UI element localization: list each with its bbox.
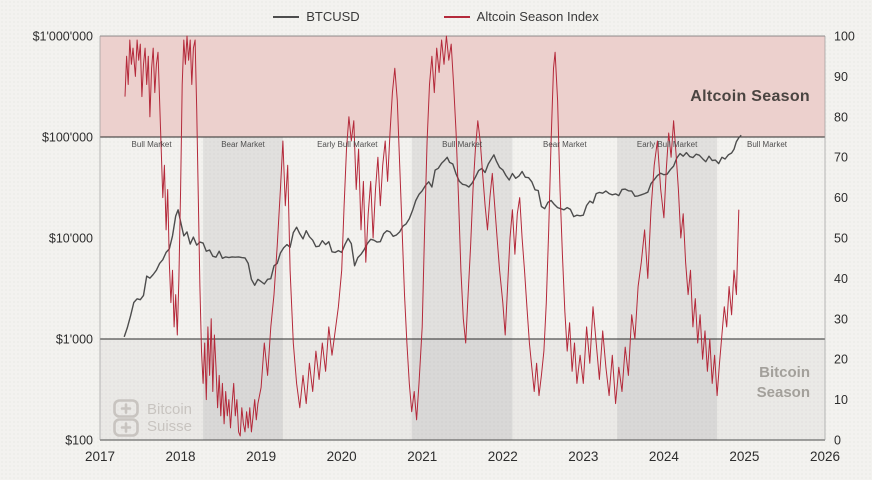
y-axis-right-tick: 30 xyxy=(834,312,848,326)
x-axis-tick: 2017 xyxy=(85,449,115,464)
btcusd-line-swatch xyxy=(273,15,300,18)
altcoin-season-zone-label: Altcoin Season xyxy=(690,88,810,105)
market-phase-label: Bull Market xyxy=(747,140,788,149)
market-phase-label: Bear Market xyxy=(221,140,265,149)
y-axis-right-tick: 70 xyxy=(834,151,848,165)
x-axis-tick: 2018 xyxy=(166,449,196,464)
legend-label-altcoin-index: Altcoin Season Index xyxy=(476,9,599,24)
y-axis-right-tick: 80 xyxy=(834,110,848,124)
y-axis-right-tick: 100 xyxy=(834,30,855,44)
y-axis-right-tick: 40 xyxy=(834,272,848,286)
market-phase-label: Bear Market xyxy=(543,140,587,149)
y-axis-right-tick: 0 xyxy=(834,434,841,448)
market-phase-label: Early Bull Market xyxy=(317,140,378,149)
x-axis-tick: 2021 xyxy=(407,449,437,464)
x-axis-tick: 2026 xyxy=(810,449,840,464)
x-axis-tick: 2025 xyxy=(729,449,759,464)
y-axis-right-tick: 90 xyxy=(834,70,848,84)
y-axis-left-tick: $1'000 xyxy=(56,333,93,347)
y-axis-right-tick: 50 xyxy=(834,232,848,246)
altcoin-season-zone xyxy=(100,36,825,137)
y-axis-left-tick: $100 xyxy=(65,434,93,448)
series-line-btcusd xyxy=(123,134,742,338)
market-phase-band xyxy=(203,137,283,440)
market-phase-label: Bull Market xyxy=(442,140,483,149)
x-axis-tick: 2022 xyxy=(488,449,518,464)
market-phase-band xyxy=(617,137,718,440)
legend-item-altcoin-index: Altcoin Season Index xyxy=(443,9,599,24)
market-phase-label: Early Bull Market xyxy=(637,140,698,149)
series-line-altcoin-index xyxy=(124,35,740,437)
y-axis-left-tick: $10'000 xyxy=(49,232,93,246)
y-axis-right-tick: 60 xyxy=(834,191,848,205)
x-axis-tick: 2024 xyxy=(649,449,680,464)
x-axis-tick: 2019 xyxy=(246,449,276,464)
y-axis-left-tick: $1'000'000 xyxy=(33,30,93,44)
x-axis-tick: 2023 xyxy=(568,449,598,464)
x-axis-tick: 2020 xyxy=(327,449,357,464)
legend-item-btcusd: BTCUSD xyxy=(273,9,360,24)
bitcoin-suisse-watermark: Bitcoin Suisse xyxy=(113,399,209,437)
legend-label-btcusd: BTCUSD xyxy=(306,9,360,24)
bitcoin-suisse-logo-icon xyxy=(113,399,139,437)
market-phase-label: Bull Market xyxy=(132,140,173,149)
y-axis-right-tick: 10 xyxy=(834,393,848,407)
y-axis-left-tick: $100'000 xyxy=(42,131,93,145)
y-axis-right-tick: 20 xyxy=(834,353,848,367)
watermark-text: Bitcoin Suisse xyxy=(147,401,193,435)
bitcoin-season-zone-label: Bitcoin Season xyxy=(756,364,810,401)
altcoin-index-line-swatch xyxy=(443,15,470,18)
chart-legend: BTCUSD Altcoin Season Index xyxy=(0,9,872,24)
